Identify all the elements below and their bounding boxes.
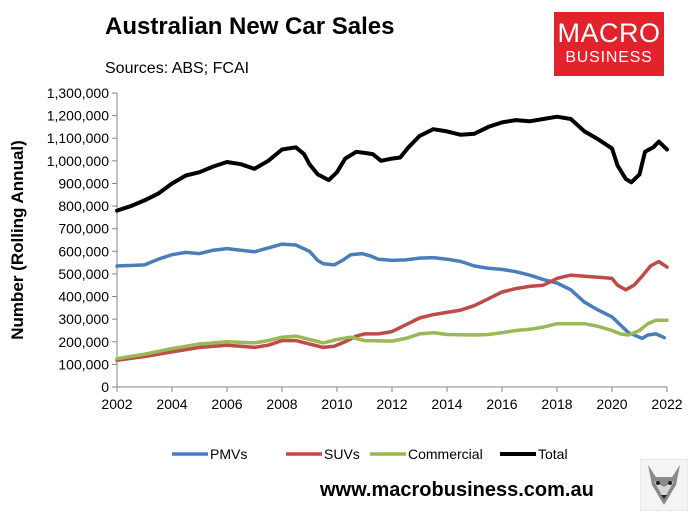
x-tick-label: 2008 [266, 396, 297, 412]
chart-title: Australian New Car Sales [105, 13, 395, 40]
y-tick-label: 900,000 [58, 175, 109, 191]
chart-subtitle: Sources: ABS; FCAI [105, 60, 250, 77]
x-tick-label: 2018 [541, 396, 572, 412]
y-tick-label: 0 [101, 379, 109, 395]
chart-series [115, 114, 669, 363]
x-tick-label: 2016 [486, 396, 517, 412]
y-tick-label: 200,000 [58, 334, 109, 350]
y-tick-label: 1,100,000 [47, 130, 109, 146]
x-tick-label: 2020 [596, 396, 627, 412]
y-axis-title: Number (Rolling Annual) [8, 140, 27, 340]
macrobusiness-logo: MACRO BUSINESS [554, 12, 664, 76]
legend-label-total: Total [538, 446, 568, 462]
logo-line-1: MACRO [557, 18, 661, 48]
x-tick-label: 2006 [211, 396, 242, 412]
y-tick-label: 800,000 [58, 198, 109, 214]
x-tick-label: 2010 [321, 396, 352, 412]
y-tick-label: 100,000 [58, 356, 109, 372]
legend-label-pmvs: PMVs [210, 446, 247, 462]
y-tick-label: 1,000,000 [47, 153, 109, 169]
y-tick-label: 500,000 [58, 266, 109, 282]
wolf-icon [640, 459, 688, 511]
y-tick-label: 1,300,000 [47, 85, 109, 101]
x-tick-label: 2004 [156, 396, 187, 412]
chart-legend: PMVs SUVs Commercial Total [172, 446, 568, 462]
x-tick-label: 2012 [376, 396, 407, 412]
series-line-pmvs [115, 242, 667, 341]
x-tick-label: 2022 [651, 396, 682, 412]
chart-axes: 0 100,000 200,000 300,000 400,000 500,000 600,… [8, 85, 683, 412]
legend-label-suvs: SUVs [324, 446, 360, 462]
y-tick-label: 1,200,000 [47, 108, 109, 124]
y-tick-label: 700,000 [58, 221, 109, 237]
x-tick-label: 2002 [101, 396, 132, 412]
series-line-total [115, 114, 669, 213]
y-tick-label: 400,000 [58, 289, 109, 305]
x-tick-label: 2014 [431, 396, 462, 412]
series-line-suvs [115, 259, 669, 363]
website-url: www.macrobusiness.com.au [320, 479, 594, 501]
logo-line-2: BUSINESS [565, 49, 653, 66]
y-tick-label: 600,000 [58, 243, 109, 259]
series-line-commercial [115, 318, 669, 361]
legend-label-commercial: Commercial [408, 446, 483, 462]
y-tick-label: 300,000 [58, 311, 109, 327]
